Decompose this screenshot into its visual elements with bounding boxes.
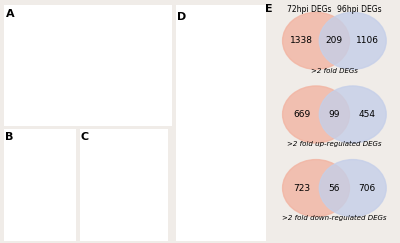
Text: E: E [265,3,272,14]
Text: 1338: 1338 [290,36,313,45]
Text: 72hpi DEGs: 72hpi DEGs [287,5,332,14]
Text: B: B [5,132,13,142]
Text: 706: 706 [358,183,376,192]
Text: 1106: 1106 [356,36,379,45]
Circle shape [282,160,350,217]
Text: D: D [177,12,186,22]
Circle shape [282,12,350,69]
Text: 723: 723 [293,183,310,192]
Text: 96hpi DEGs: 96hpi DEGs [337,5,382,14]
Text: >2 fold down-regulated DEGs: >2 fold down-regulated DEGs [282,215,387,221]
Circle shape [319,160,386,217]
Text: 56: 56 [329,183,340,192]
Circle shape [319,12,386,69]
Text: 99: 99 [329,110,340,119]
Text: C: C [81,132,89,142]
Circle shape [319,86,386,143]
Circle shape [282,86,350,143]
Text: 669: 669 [293,110,310,119]
Text: >2 fold DEGs: >2 fold DEGs [311,68,358,74]
Text: >2 fold up-regulated DEGs: >2 fold up-regulated DEGs [287,141,382,148]
Text: A: A [6,9,14,18]
Text: 454: 454 [359,110,376,119]
Text: 209: 209 [326,36,343,45]
